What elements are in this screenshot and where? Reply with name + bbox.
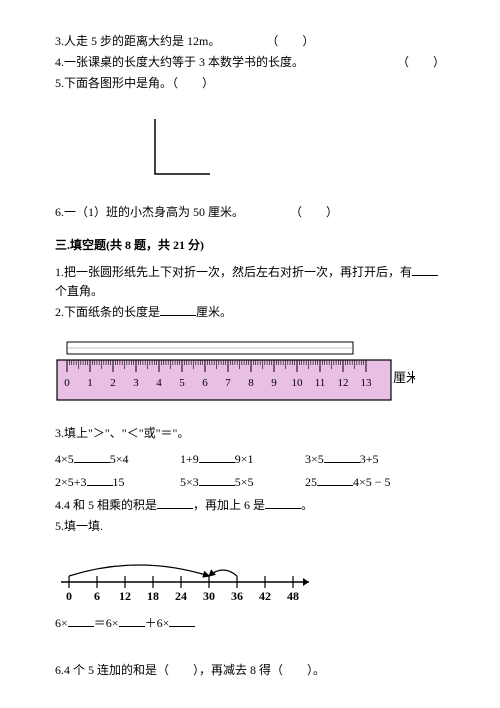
eq-right: 15 <box>113 475 125 489</box>
svg-text:10: 10 <box>292 377 304 389</box>
svg-text:5: 5 <box>179 377 185 389</box>
fill-q6: 6.4 个 5 连加的和是（ ），再减去 8 得（ ）。 <box>55 661 445 680</box>
eq-left: 1+9 <box>180 452 199 466</box>
section-3-title: 三.填空题(共 8 题，共 21 分) <box>55 236 445 253</box>
blank <box>199 473 235 486</box>
angle-figure <box>125 114 445 188</box>
fill-q2-b: 厘米。 <box>196 305 232 319</box>
tf-q4-text: 4.一张课桌的长度大约等于 3 本数学书的长度。 <box>55 55 304 69</box>
eq-right: 4×5 − 5 <box>353 475 391 489</box>
fill-q4: 4.4 和 5 相乘的积是 ，再加上 6 是 。 <box>55 496 445 515</box>
eq-cell: 5×3 5×5 <box>180 473 302 490</box>
tf-q3: 3.人走 5 步的距离大约是 12m。 （ ） <box>55 32 445 51</box>
svg-text:30: 30 <box>203 589 215 602</box>
fill-q3: 3.填上"＞"、"＜"或"＝"。 <box>55 424 445 443</box>
svg-text:48: 48 <box>287 589 299 602</box>
fill-q1: 1.把一张圆形纸先上下对折一次，然后左右对折一次，再打开后，有个直角。 <box>55 263 445 301</box>
svg-text:7: 7 <box>225 377 231 389</box>
svg-text:18: 18 <box>147 589 159 602</box>
fill-q4-c: 。 <box>301 498 313 512</box>
bracket: （ ） <box>290 205 338 219</box>
eq-cell: 2×5+3 15 <box>55 473 177 490</box>
svg-text:9: 9 <box>271 377 277 389</box>
svg-text:12: 12 <box>119 589 131 602</box>
blank <box>87 473 113 486</box>
svg-text:1: 1 <box>87 377 93 389</box>
blank <box>74 450 110 463</box>
tf-q4: 4.一张课桌的长度大约等于 3 本数学书的长度。 （ ） <box>55 53 445 72</box>
svg-text:0: 0 <box>64 377 70 389</box>
eq-right: 3+5 <box>360 452 379 466</box>
eq-right: 9×1 <box>235 452 254 466</box>
numberline-icon: 0 6 12 18 24 30 36 42 48 <box>55 546 325 602</box>
tf-q3-text: 3.人走 5 步的距离大约是 12m。 <box>55 34 220 48</box>
blank <box>169 614 195 627</box>
worksheet-page: 3.人走 5 步的距离大约是 12m。 （ ） 4.一张课桌的长度大约等于 3 … <box>0 0 500 708</box>
eq-right: 5×5 <box>235 475 254 489</box>
fill-q2: 2.下面纸条的长度是 厘米。 <box>55 303 445 322</box>
tf-q5: 5.下面各图形中是角。（ ） <box>55 74 445 93</box>
tf-q6-text: 6.一（1）班的小杰身高为 50 厘米。 <box>55 205 244 219</box>
fill-q3-row2: 2×5+3 15 5×3 5×5 25 4×5 − 5 <box>55 473 445 490</box>
svg-text:42: 42 <box>259 589 271 602</box>
eq-left: 25 <box>305 475 317 489</box>
eq-part: ＋6× <box>145 616 170 630</box>
blank <box>412 263 438 276</box>
svg-text:36: 36 <box>231 589 243 602</box>
tf-q5-text: 5.下面各图形中是角。（ ） <box>55 76 214 90</box>
ruler-figure: 012345678910111213厘米 <box>55 336 445 410</box>
angle-icon <box>125 114 215 184</box>
blank <box>265 496 301 509</box>
svg-text:2: 2 <box>110 377 116 389</box>
fill-q4-b: ，再加上 6 是 <box>193 498 265 512</box>
blank <box>199 450 235 463</box>
eq-cell: 4×5 5×4 <box>55 450 177 467</box>
eq-part: 6× <box>55 616 68 630</box>
eq-cell: 3×5 3+5 <box>305 450 427 467</box>
eq-left: 4×5 <box>55 452 74 466</box>
eq-part: ＝6× <box>94 616 119 630</box>
tf-q6: 6.一（1）班的小杰身高为 50 厘米。 （ ） <box>55 203 445 222</box>
blank <box>324 450 360 463</box>
fill-q1-a: 1.把一张圆形纸先上下对折一次，然后左右对折一次，再打开后，有 <box>55 265 412 279</box>
bracket: （ ） <box>397 53 445 72</box>
blank <box>317 473 353 486</box>
svg-text:厘米: 厘米 <box>393 370 415 385</box>
svg-text:6: 6 <box>202 377 208 389</box>
blank <box>68 614 94 627</box>
svg-text:8: 8 <box>248 377 254 389</box>
eq-cell: 1+9 9×1 <box>180 450 302 467</box>
eq-left: 2×5+3 <box>55 475 87 489</box>
numberline-figure: 0 6 12 18 24 30 36 42 48 <box>55 546 445 606</box>
blank <box>157 496 193 509</box>
blank <box>119 614 145 627</box>
svg-text:13: 13 <box>361 377 373 389</box>
fill-q4-a: 4.4 和 5 相乘的积是 <box>55 498 157 512</box>
fill-q5: 5.填一填. <box>55 517 445 536</box>
svg-text:3: 3 <box>133 377 139 389</box>
fill-q3-row1: 4×5 5×4 1+9 9×1 3×5 3+5 <box>55 450 445 467</box>
fill-q1-b: 个直角。 <box>55 284 103 298</box>
ruler-icon: 012345678910111213厘米 <box>55 336 415 406</box>
eq-cell: 25 4×5 − 5 <box>305 475 391 489</box>
svg-text:6: 6 <box>94 589 100 602</box>
fill-q5-eq: 6× ＝6× ＋6× <box>55 614 445 633</box>
eq-left: 3×5 <box>305 452 324 466</box>
eq-right: 5×4 <box>110 452 129 466</box>
svg-text:24: 24 <box>175 589 187 602</box>
eq-left: 5×3 <box>180 475 199 489</box>
svg-text:12: 12 <box>338 377 349 389</box>
blank <box>160 303 196 316</box>
bracket: （ ） <box>266 34 314 48</box>
svg-text:4: 4 <box>156 377 162 389</box>
svg-text:11: 11 <box>315 377 326 389</box>
svg-text:0: 0 <box>66 589 72 602</box>
fill-q2-a: 2.下面纸条的长度是 <box>55 305 160 319</box>
